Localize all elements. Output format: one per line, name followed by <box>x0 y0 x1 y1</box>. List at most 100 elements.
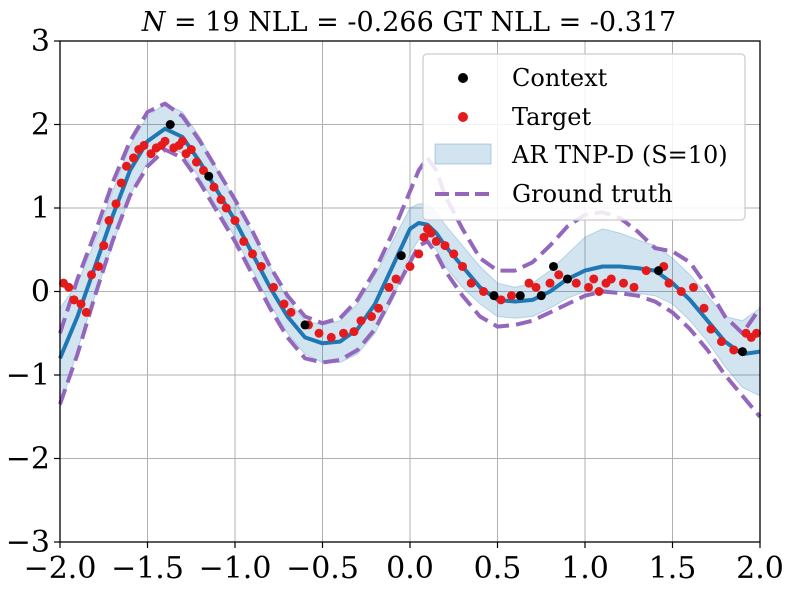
data-points <box>59 120 761 357</box>
target-point <box>279 299 289 309</box>
legend-target-label: Target <box>512 103 591 131</box>
target-point <box>87 270 96 280</box>
target-point <box>326 332 336 342</box>
legend-ground-truth-label: Ground truth <box>512 180 673 208</box>
context-point <box>536 291 546 301</box>
x-tick-label: 2.0 <box>736 551 784 586</box>
target-point <box>94 261 103 271</box>
x-tick-label: 1.5 <box>649 551 697 586</box>
target-point <box>699 303 709 313</box>
target-point <box>122 161 131 171</box>
target-point <box>641 266 651 276</box>
y-tick-label: −3 <box>6 525 50 560</box>
target-point <box>367 312 376 322</box>
target-point <box>69 295 79 305</box>
chart-title: N = 19 NLL = -0.266 GT NLL = -0.317 <box>141 7 676 38</box>
target-point <box>664 278 674 288</box>
legend-frame <box>422 53 746 221</box>
target-point <box>414 249 424 259</box>
axis-ticks: −2.0 −1.5 −1.0 −0.5 0.0 0.5 1.0 1.5 2.0 −3 −2 −1 0 1 2… <box>6 24 784 586</box>
target-point <box>584 282 593 292</box>
context-point <box>738 347 747 357</box>
target-point <box>178 136 187 146</box>
target-point <box>717 337 726 347</box>
ground-truth-lower-line <box>58 147 762 419</box>
target-point <box>104 216 114 226</box>
target-point <box>629 282 639 292</box>
target-point <box>230 216 240 226</box>
target-point <box>314 328 324 338</box>
target-point <box>440 241 450 251</box>
target-point <box>449 249 459 259</box>
x-tick-label: −1.0 <box>199 551 272 586</box>
x-tick-label: −2.0 <box>24 551 97 586</box>
target-point <box>339 328 348 338</box>
target-point <box>419 232 429 242</box>
target-point <box>139 140 149 150</box>
target-point <box>199 165 208 175</box>
target-point <box>221 203 231 213</box>
y-tick-label: 3 <box>31 24 50 59</box>
target-point <box>606 274 616 284</box>
x-tick-label: 1.0 <box>561 551 609 586</box>
y-tick-label: −1 <box>6 358 50 393</box>
target-point <box>216 195 226 205</box>
y-tick-label: 1 <box>31 191 50 226</box>
target-point <box>116 178 126 188</box>
context-point <box>654 266 663 276</box>
target-point <box>619 278 628 288</box>
y-tick-label: 0 <box>31 275 50 310</box>
x-tick-label: −1.5 <box>111 551 184 586</box>
legend-target-marker <box>458 112 468 122</box>
target-point <box>507 291 516 301</box>
target-point <box>256 261 266 271</box>
target-point <box>752 328 761 338</box>
target-point <box>479 287 488 296</box>
target-point <box>554 270 564 280</box>
target-point <box>676 287 686 296</box>
target-point <box>431 236 441 246</box>
target-point <box>374 303 383 313</box>
target-point <box>571 278 581 288</box>
target-point <box>64 282 74 292</box>
target-point <box>496 295 506 305</box>
target-point <box>160 136 170 146</box>
title-stats: = 19 NLL = -0.266 GT NLL = -0.317 <box>165 7 676 38</box>
ground-truth-lines <box>58 101 762 419</box>
target-point <box>81 307 91 317</box>
target-point <box>286 307 296 317</box>
legend-model-label: AR TNP-D (S=10) <box>511 141 728 169</box>
target-point <box>589 274 599 284</box>
target-point <box>594 287 604 296</box>
context-point <box>165 120 175 129</box>
target-point <box>426 228 436 238</box>
title-n-label: N <box>141 7 167 38</box>
context-point <box>563 274 572 284</box>
legend-band-swatch <box>434 143 492 165</box>
y-tick-label: −2 <box>6 442 50 477</box>
target-point <box>186 145 196 155</box>
target-point <box>269 282 278 292</box>
target-point <box>111 199 121 209</box>
legend-context-marker <box>458 73 468 83</box>
context-point <box>204 171 214 181</box>
target-point <box>466 278 476 288</box>
target-point <box>76 299 86 309</box>
target-point <box>146 149 156 159</box>
target-point <box>239 236 249 246</box>
y-tick-label: 2 <box>31 108 50 143</box>
target-point <box>349 327 359 337</box>
target-point <box>209 182 219 192</box>
target-point <box>356 316 366 326</box>
target-point <box>689 282 698 292</box>
target-point <box>545 278 555 288</box>
target-point <box>531 282 541 292</box>
target-point <box>129 153 138 163</box>
x-tick-label: −0.5 <box>286 551 359 586</box>
context-point <box>549 261 558 271</box>
target-point <box>706 324 716 334</box>
target-point <box>729 345 739 355</box>
target-point <box>192 157 201 167</box>
ground-truth-upper-line <box>58 101 762 336</box>
